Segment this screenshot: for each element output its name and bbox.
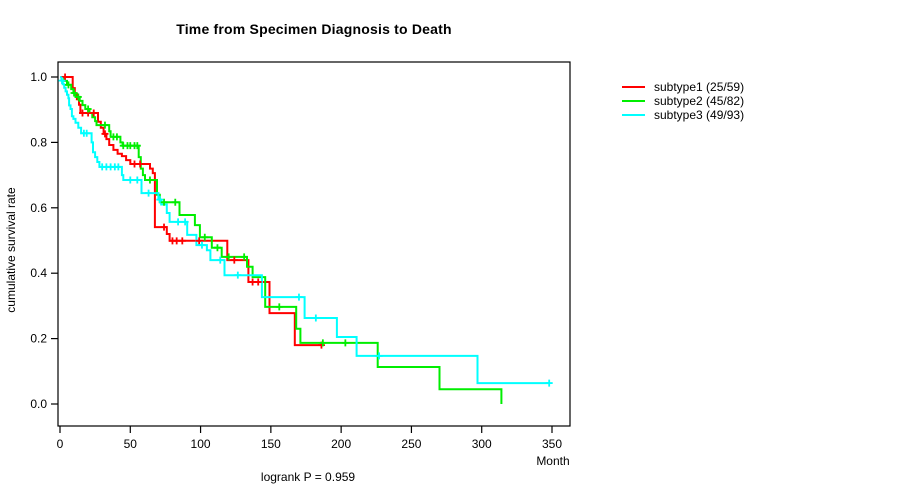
logrank-annotation: logrank P = 0.959 [260, 470, 356, 484]
legend-line-swatch [622, 114, 645, 116]
censor-mark-subtype2 [101, 121, 109, 129]
censor-mark-subtype2 [146, 176, 154, 184]
censor-mark-subtype3 [58, 77, 66, 85]
censor-mark-subtype3 [133, 176, 141, 184]
legend-item-subtype1: subtype1 (25/59) [622, 80, 744, 94]
censor-mark-subtype3 [83, 129, 91, 137]
censor-mark-subtype2 [133, 142, 141, 150]
y-tick-label: 0.2 [30, 332, 47, 346]
censor-mark-subtype3 [174, 218, 182, 226]
censor-mark-subtype2 [275, 303, 283, 311]
censor-mark-subtype3 [234, 271, 242, 279]
x-tick-label: 250 [401, 437, 421, 451]
censor-mark-subtype2 [74, 93, 82, 101]
censor-mark-subtype1 [254, 278, 262, 286]
y-tick-label: 0.0 [30, 397, 47, 411]
x-tick-label: 300 [472, 437, 492, 451]
survival-curve-subtype1 [60, 76, 322, 347]
x-tick-label: 350 [542, 437, 562, 451]
censor-mark-subtype1 [195, 237, 203, 245]
y-tick-label: 0.6 [30, 201, 47, 215]
legend-line-swatch [622, 100, 645, 102]
legend-item-subtype2: subtype2 (45/82) [622, 94, 744, 108]
censor-mark-subtype3 [312, 314, 320, 322]
censor-mark-subtype3 [126, 176, 134, 184]
x-tick-label: 150 [261, 437, 281, 451]
censor-mark-subtype3 [375, 352, 383, 360]
x-tick-label: 200 [331, 437, 351, 451]
y-tick-label: 0.8 [30, 135, 47, 149]
y-tick-label: 1.0 [30, 70, 47, 84]
censor-mark-subtype1 [160, 223, 168, 231]
legend-label: subtype1 (25/59) [654, 80, 745, 94]
censor-mark-subtype1 [90, 109, 98, 117]
legend: subtype1 (25/59) subtype2 (45/82) subtyp… [622, 80, 744, 122]
legend-line-swatch [622, 86, 645, 88]
censor-mark-subtype2 [64, 81, 72, 89]
censor-mark-subtype2 [240, 253, 248, 261]
censor-mark-subtype1 [136, 160, 144, 168]
censor-mark-subtype1 [101, 130, 109, 138]
censor-mark-subtype3 [216, 256, 224, 264]
censor-mark-subtype3 [545, 379, 553, 387]
x-axis-title: Month [536, 454, 570, 468]
censor-mark-subtype3 [114, 163, 122, 171]
censor-mark-subtype1 [230, 256, 238, 264]
legend-label: subtype3 (49/93) [654, 108, 745, 122]
plot-frame [57, 61, 571, 427]
x-tick-label: 0 [57, 437, 64, 451]
censor-mark-subtype2 [70, 89, 78, 97]
censor-mark-subtype2 [341, 339, 349, 347]
censor-mark-subtype1 [61, 73, 69, 81]
legend-item-subtype3: subtype3 (49/93) [622, 108, 744, 122]
survival-curve-subtype2 [60, 76, 503, 404]
censor-mark-subtype1 [178, 237, 186, 245]
censor-mark-subtype2 [160, 198, 168, 206]
censor-mark-subtype3 [181, 218, 189, 226]
legend-label: subtype2 (45/82) [654, 94, 745, 108]
x-tick-label: 100 [191, 437, 211, 451]
x-tick-label: 50 [124, 437, 138, 451]
censor-mark-subtype2 [225, 253, 233, 261]
censor-mark-subtype2 [84, 105, 92, 113]
censor-mark-subtype2 [213, 244, 221, 252]
censor-mark-subtype3 [198, 241, 206, 249]
chart-title: Time from Specimen Diagnosis to Death [176, 21, 452, 37]
censor-mark-subtype3 [145, 189, 153, 197]
survival-curve-subtype3 [60, 76, 550, 385]
y-tick-label: 0.4 [30, 266, 47, 280]
censor-mark-subtype3 [156, 196, 164, 204]
censor-mark-subtype2 [113, 133, 121, 141]
censor-mark-subtype2 [201, 233, 209, 241]
censor-mark-subtype2 [319, 339, 327, 347]
censor-mark-subtype2 [171, 198, 179, 206]
censor-mark-subtype3 [295, 293, 303, 301]
